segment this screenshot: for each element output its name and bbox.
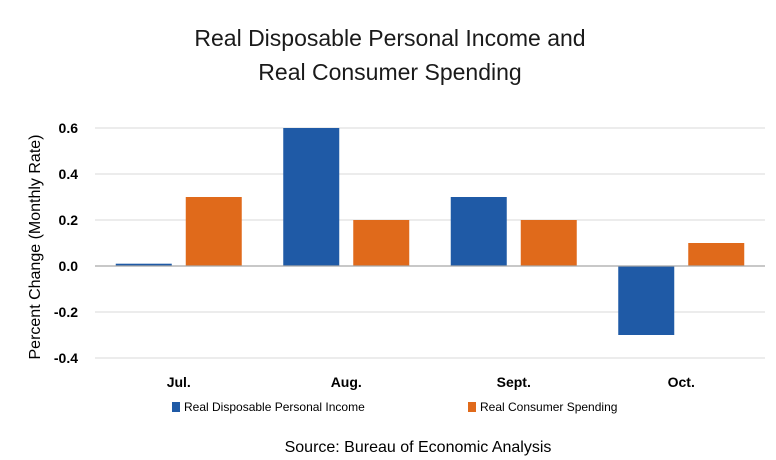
bar-income-3 <box>618 266 675 335</box>
bar-spending-1 <box>353 220 410 266</box>
x-tick-label: Oct. <box>668 374 695 390</box>
bar-spending-0 <box>185 197 242 266</box>
bar-income-0 <box>115 263 172 266</box>
legend-swatch <box>172 402 180 412</box>
y-axis-label: Percent Change (Monthly Rate) <box>27 135 44 360</box>
y-tick-label: -0.4 <box>54 350 78 366</box>
y-tick-label: 0.0 <box>59 258 79 274</box>
bar-spending-3 <box>688 243 745 266</box>
chart-title: Real Disposable Personal Income and Real… <box>194 25 585 85</box>
bars <box>115 128 745 335</box>
x-tick-label: Aug. <box>331 374 362 390</box>
x-tick-label: Sept. <box>497 374 531 390</box>
legend-label: Real Consumer Spending <box>480 400 617 414</box>
chart-title-line-2: Real Consumer Spending <box>258 59 521 85</box>
bar-spending-2 <box>520 220 577 266</box>
source-note: Source: Bureau of Economic Analysis <box>285 439 552 456</box>
x-axis-ticks: Jul. Aug. Sept. Oct. <box>167 374 695 390</box>
bar-income-2 <box>450 197 507 266</box>
legend: Real Disposable Personal Income Real Cons… <box>172 400 617 414</box>
x-tick-label: Jul. <box>167 374 191 390</box>
y-axis-ticks: -0.4 -0.2 0.0 0.2 0.4 0.6 <box>54 120 78 366</box>
chart-title-line-1: Real Disposable Personal Income and <box>194 25 585 51</box>
legend-swatch <box>468 402 476 412</box>
bar-income-1 <box>283 128 340 266</box>
legend-label: Real Disposable Personal Income <box>184 400 365 414</box>
y-tick-label: 0.4 <box>59 166 79 182</box>
y-tick-label: 0.6 <box>59 120 79 136</box>
y-tick-label: 0.2 <box>59 212 79 228</box>
y-tick-label: -0.2 <box>54 304 78 320</box>
